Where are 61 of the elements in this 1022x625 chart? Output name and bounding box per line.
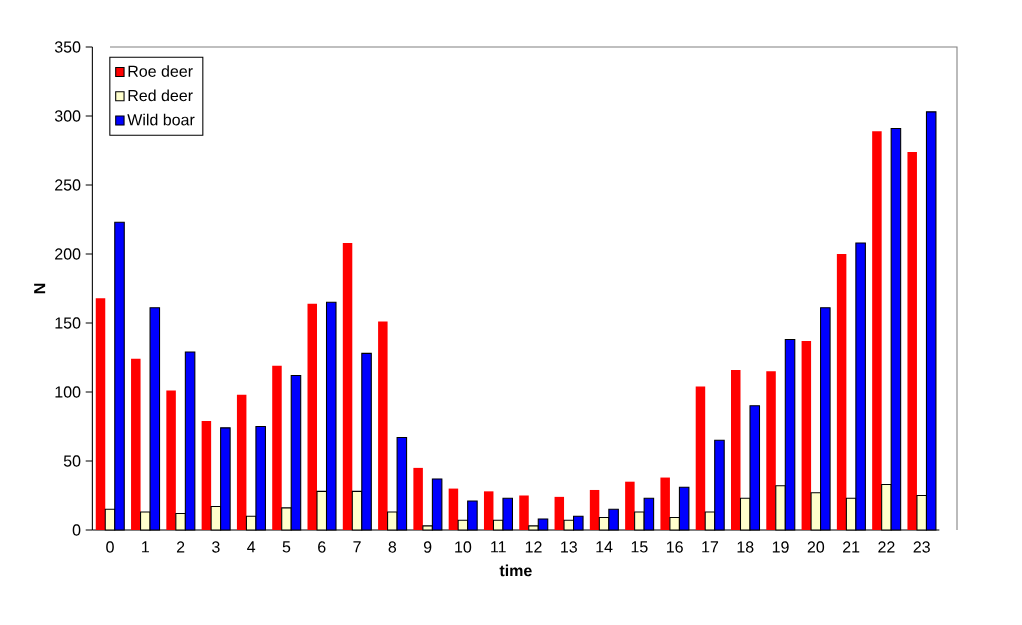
bar: [660, 477, 670, 530]
bar: [131, 358, 141, 530]
x-tick-label: 17: [702, 541, 719, 553]
y-axis-title: N: [34, 283, 46, 294]
bar: [836, 253, 847, 530]
bar: [483, 491, 494, 530]
x-tick-label: 14: [596, 541, 613, 553]
x-tick-label: 20: [807, 541, 825, 553]
bar: [166, 390, 176, 530]
bar: [766, 371, 776, 530]
x-tick-label: 5: [282, 541, 291, 553]
legend-label: Roe deer: [128, 65, 193, 77]
y-tick-label: 300: [54, 110, 81, 122]
bar: [413, 467, 423, 530]
x-tick-label: 7: [353, 541, 361, 553]
x-tick-label: 3: [212, 541, 220, 553]
bar: [625, 481, 635, 530]
x-tick-label: 6: [318, 541, 326, 553]
x-tick-label: 23: [913, 541, 930, 553]
x-tick-label: 2: [176, 541, 185, 553]
x-tick-label: 19: [772, 541, 789, 553]
bar: [519, 495, 529, 530]
x-tick-label: 1: [142, 541, 149, 553]
x-tick-label: 21: [843, 541, 860, 553]
x-tick-label: 13: [561, 541, 577, 553]
bar: [378, 321, 388, 530]
legend-label: Red deer: [128, 89, 193, 102]
y-tick-label: 250: [55, 179, 81, 191]
bar: [95, 298, 106, 530]
y-tick-label: 50: [63, 455, 81, 467]
x-tick-label: 0: [106, 541, 114, 553]
bar: [236, 394, 247, 530]
x-tick-label: 10: [455, 541, 472, 553]
x-tick-label: 15: [631, 541, 648, 553]
bar: [342, 242, 353, 530]
bar: [731, 369, 741, 530]
x-tick-label: 22: [878, 541, 895, 553]
bar: [872, 131, 882, 530]
bar: [554, 496, 565, 530]
y-tick-label: 350: [54, 41, 81, 53]
bar: [272, 365, 282, 530]
y-tick-label: 100: [55, 386, 81, 398]
bar: [307, 303, 317, 530]
x-tick-label: 11: [491, 541, 506, 553]
bar: [448, 488, 459, 530]
x-axis-title: time: [499, 564, 532, 577]
legend-label: Wild boar: [127, 113, 195, 126]
x-tick-label: 12: [525, 541, 542, 553]
bar: [589, 489, 600, 530]
bar: [907, 151, 917, 530]
x-tick-label: 4: [247, 541, 256, 553]
x-tick-label: 8: [388, 541, 397, 553]
x-tick-label: 16: [666, 541, 683, 553]
y-tick-label: 0: [72, 524, 81, 536]
x-tick-label: 18: [737, 541, 754, 553]
bar: [201, 420, 212, 530]
bar: [801, 340, 812, 530]
x-tick-label: 9: [423, 541, 432, 553]
y-tick-label: 150: [55, 317, 81, 329]
bar: [695, 386, 706, 530]
y-tick-label: 200: [55, 248, 81, 260]
